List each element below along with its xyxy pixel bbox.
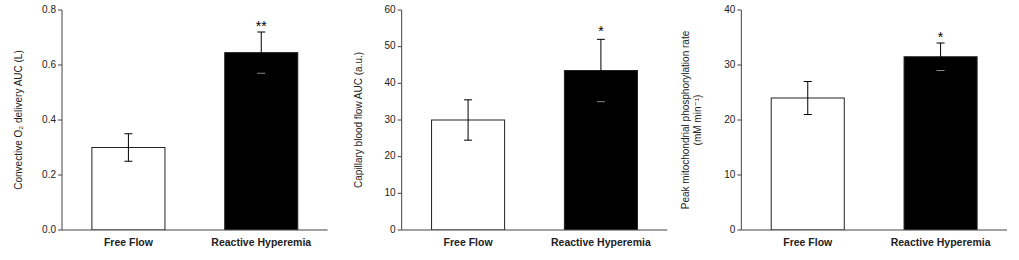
annotation: * — [598, 23, 604, 39]
y-tick — [737, 10, 741, 11]
y-tick — [737, 120, 741, 121]
y-tick-label: 0.0 — [42, 224, 56, 235]
error-cap — [804, 81, 812, 82]
error-cap — [464, 140, 472, 141]
error-cap — [804, 114, 812, 115]
annotation: ** — [256, 18, 267, 34]
error-bar — [597, 39, 605, 101]
error-bar — [464, 100, 472, 140]
error-cap — [124, 161, 132, 162]
error-line — [600, 39, 601, 101]
error-cap — [124, 133, 132, 134]
marks — [92, 32, 298, 230]
y-tick-label: 0.8 — [42, 4, 56, 15]
y-tick-label: 40 — [724, 4, 736, 15]
error-line — [940, 43, 941, 71]
annotation: * — [938, 29, 944, 45]
error-line — [807, 82, 808, 115]
y-tick — [737, 65, 741, 66]
y-axis-label: Convective O₂ delivery AUC (L) — [13, 50, 24, 189]
x-tick-label: Reactive Hyperemia — [211, 236, 311, 248]
error-bar — [124, 134, 132, 162]
y-tick — [398, 10, 402, 11]
bar — [225, 53, 298, 230]
y-axis-label-line: Convective O₂ delivery AUC (L) — [13, 50, 24, 189]
y-tick-label: 10 — [724, 169, 736, 180]
y-tick — [398, 120, 402, 121]
error-bar — [804, 82, 812, 115]
y-tick — [398, 193, 402, 194]
y-axis-label-line: Peak mitochondrial phosphorylation rate — [680, 30, 691, 209]
error-bar — [257, 32, 265, 73]
marks — [432, 39, 638, 230]
y-axis-label: Capillary blood flow AUC (a.u.) — [353, 52, 364, 188]
y-tick — [58, 230, 62, 231]
x-axis — [741, 230, 1007, 231]
x-tick-label: Free Flow — [104, 236, 154, 248]
y-axis — [62, 10, 63, 230]
page: {"chart_data": [ {"type": "bar", "y_labe… — [0, 0, 1019, 260]
y-tick-label: 30 — [385, 114, 397, 125]
y-tick — [737, 175, 741, 176]
y-tick-label: 0 — [390, 224, 396, 235]
panel: 0 10 20 30 40 Free Flow Reactive Hyperemia * Pea… — [680, 4, 1007, 248]
y-tick — [58, 10, 62, 11]
error-bar — [937, 43, 945, 71]
y-axis-label-line: (mM min⁻¹) — [692, 95, 703, 146]
bar — [771, 98, 844, 230]
y-tick-label: 40 — [385, 77, 397, 88]
y-axis — [401, 10, 402, 230]
y-tick-label: 20 — [385, 150, 397, 161]
y-tick-label: 50 — [385, 40, 397, 51]
y-tick-label: 60 — [385, 4, 397, 15]
error-line — [261, 32, 262, 73]
panel: 0.0 0.2 0.4 0.6 0.8 Free Flow Reactive Hyperem… — [13, 4, 328, 248]
y-axis-label: Peak mitochondrial phosphorylation rate(… — [680, 30, 703, 209]
y-tick — [58, 65, 62, 66]
y-tick — [398, 230, 402, 231]
y-tick-label: 0.2 — [42, 169, 56, 180]
x-tick-label: Free Flow — [783, 236, 833, 248]
y-tick-label: 20 — [724, 114, 736, 125]
marks — [771, 43, 977, 230]
y-tick — [398, 83, 402, 84]
y-tick-label: 0.4 — [42, 114, 56, 125]
y-tick — [58, 120, 62, 121]
y-tick-label: 10 — [385, 187, 397, 198]
error-cap — [464, 99, 472, 100]
error-cap — [937, 70, 945, 71]
x-tick-label: Reactive Hyperemia — [891, 236, 991, 248]
x-tick-label: Reactive Hyperemia — [551, 236, 651, 248]
y-tick-label: 0.6 — [42, 59, 56, 70]
error-cap — [597, 101, 605, 102]
error-cap — [257, 73, 265, 74]
error-line — [128, 134, 129, 162]
y-axis — [741, 10, 742, 230]
figure: 0.0 0.2 0.4 0.6 0.8 Free Flow Reactive Hyperem… — [0, 0, 1019, 260]
x-axis — [62, 230, 328, 231]
y-tick — [398, 156, 402, 157]
error-cap — [597, 39, 605, 40]
error-line — [468, 100, 469, 140]
y-axis-label-line: Capillary blood flow AUC (a.u.) — [353, 52, 364, 188]
y-tick — [398, 46, 402, 47]
y-tick — [737, 230, 741, 231]
y-tick-label: 0 — [730, 224, 736, 235]
y-tick-label: 30 — [724, 59, 736, 70]
y-tick — [58, 175, 62, 176]
x-axis — [402, 230, 668, 231]
bar — [904, 57, 977, 230]
x-tick-label: Free Flow — [444, 236, 494, 248]
panel: 0 10 20 30 40 50 60 Free Flow Reactive Hyperemia… — [353, 4, 668, 248]
